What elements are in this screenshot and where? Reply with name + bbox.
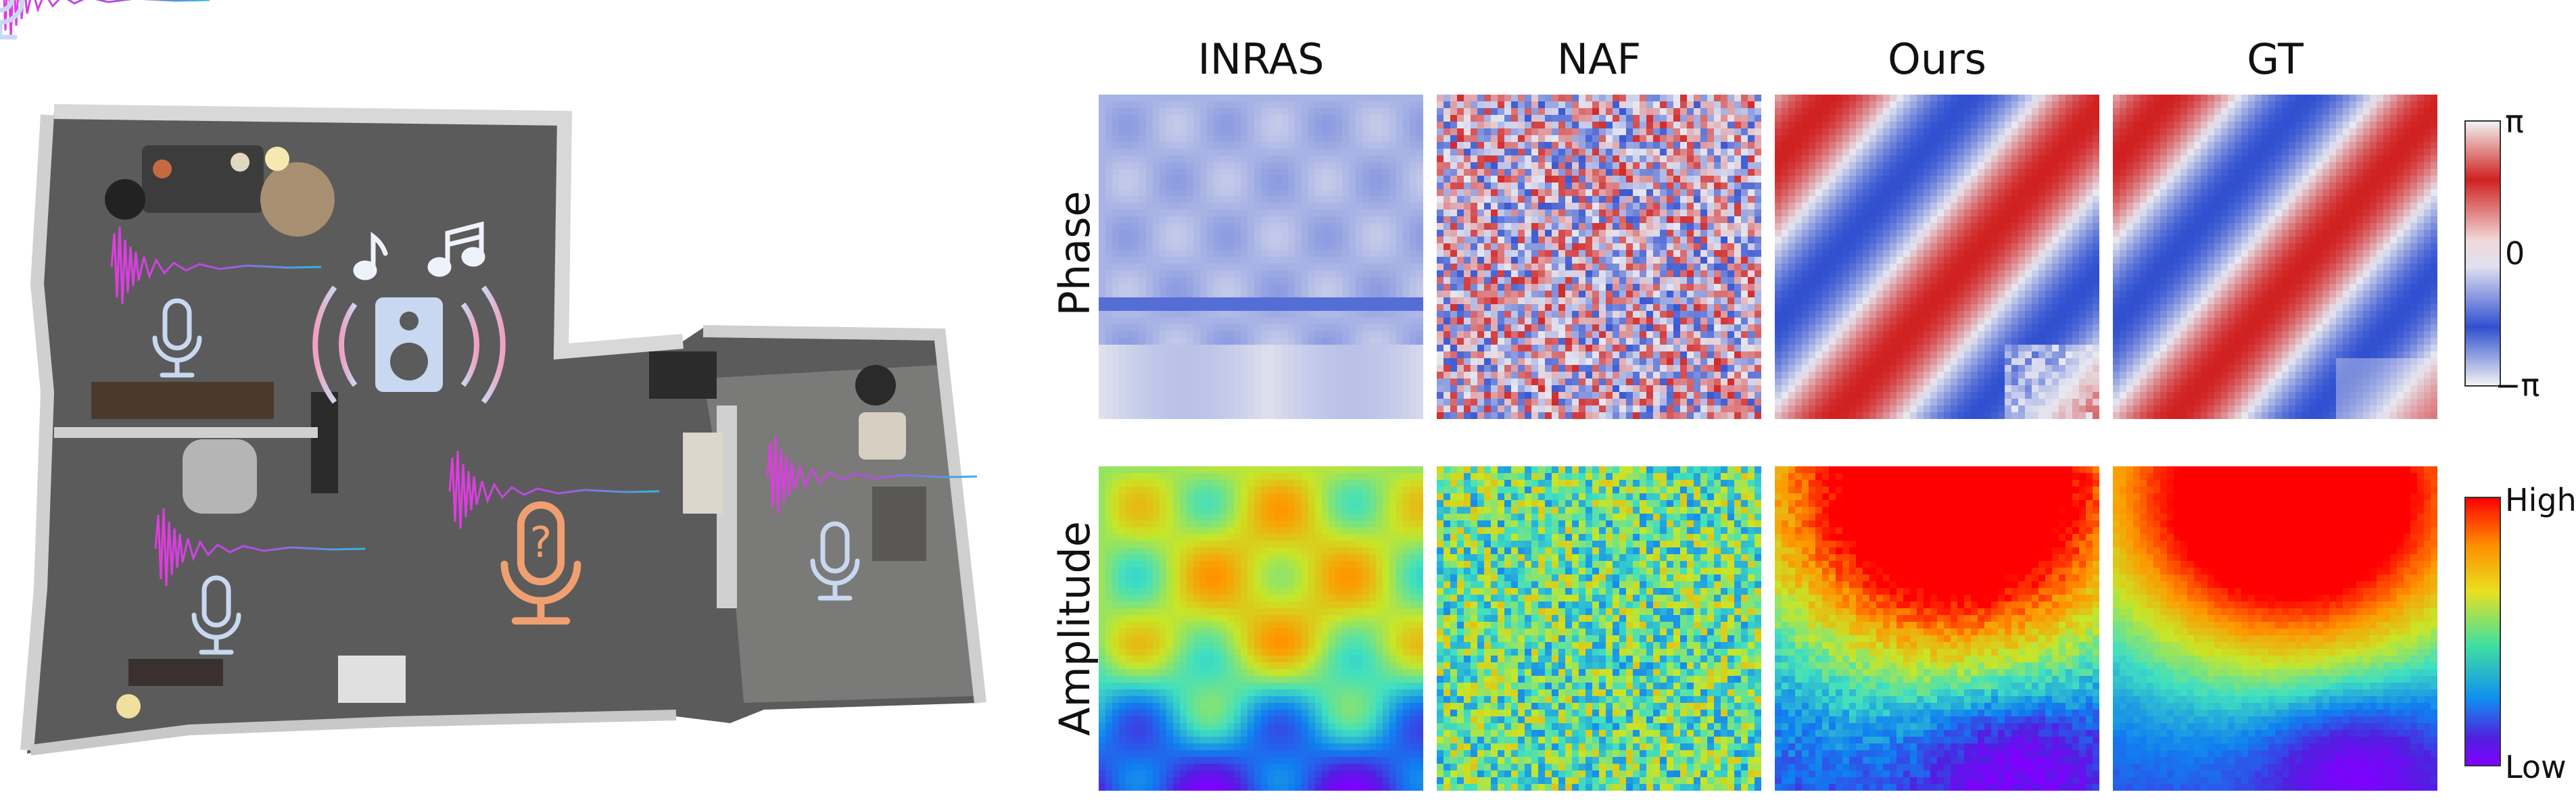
amplitude-panel-ours [1775, 466, 2099, 791]
speaker-icon [312, 285, 506, 404]
microphone-icon [0, 0, 25, 40]
row-label-amplitude: Amplitude [1050, 521, 1099, 736]
phase-colorbar-bottom-label: −π [2495, 367, 2540, 403]
column-title-inras: INRAS [1197, 34, 1325, 84]
phase-colorbar-top-label: π [2505, 103, 2524, 140]
column-title-ours: Ours [1888, 34, 1986, 84]
amplitude-panel-naf [1437, 466, 1761, 791]
comparison-figure: INRAS NAF Ours GT Phase Amplitude π 0 −π… [1001, 0, 2576, 811]
row-label-phase: Phase [1050, 191, 1099, 316]
phase-panel-inras [1099, 95, 1423, 419]
column-title-naf: NAF [1556, 34, 1642, 84]
phase-colorbar-mid-label: 0 [2505, 235, 2525, 272]
amplitude-colorbar-bottom-label: Low [2505, 749, 2567, 785]
phase-panel-ours [1775, 95, 2099, 419]
amplitude-colorbar-top-label: High [2505, 482, 2576, 518]
query-microphone-icon: ? [500, 501, 581, 625]
svg-text:?: ? [530, 518, 552, 567]
amplitude-colorbar [2464, 497, 2501, 766]
phase-colorbar [2464, 120, 2501, 387]
room-floor [20, 104, 986, 756]
waveform-icon [0, 0, 210, 38]
music-note-icon [353, 221, 485, 280]
amplitude-panel-inras [1099, 466, 1423, 791]
phase-panel-naf [1437, 95, 1761, 419]
column-title-gt: GT [2247, 34, 2304, 84]
amplitude-panel-gt [2113, 466, 2437, 791]
room-scene: ? [0, 0, 986, 756]
phase-panel-gt [2113, 95, 2437, 419]
